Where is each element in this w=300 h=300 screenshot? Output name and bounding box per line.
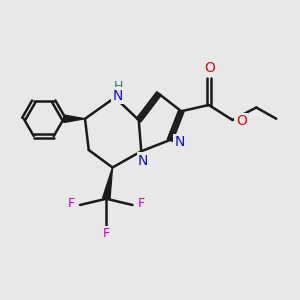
Text: F: F [68, 197, 75, 210]
Text: F: F [138, 197, 145, 210]
Text: N: N [113, 88, 123, 103]
Polygon shape [103, 167, 112, 200]
Polygon shape [64, 115, 85, 122]
Text: H: H [113, 80, 123, 94]
Text: O: O [204, 61, 215, 75]
Text: O: O [236, 114, 247, 128]
Text: N: N [174, 135, 185, 149]
Text: N: N [138, 154, 148, 168]
Text: F: F [103, 227, 110, 240]
